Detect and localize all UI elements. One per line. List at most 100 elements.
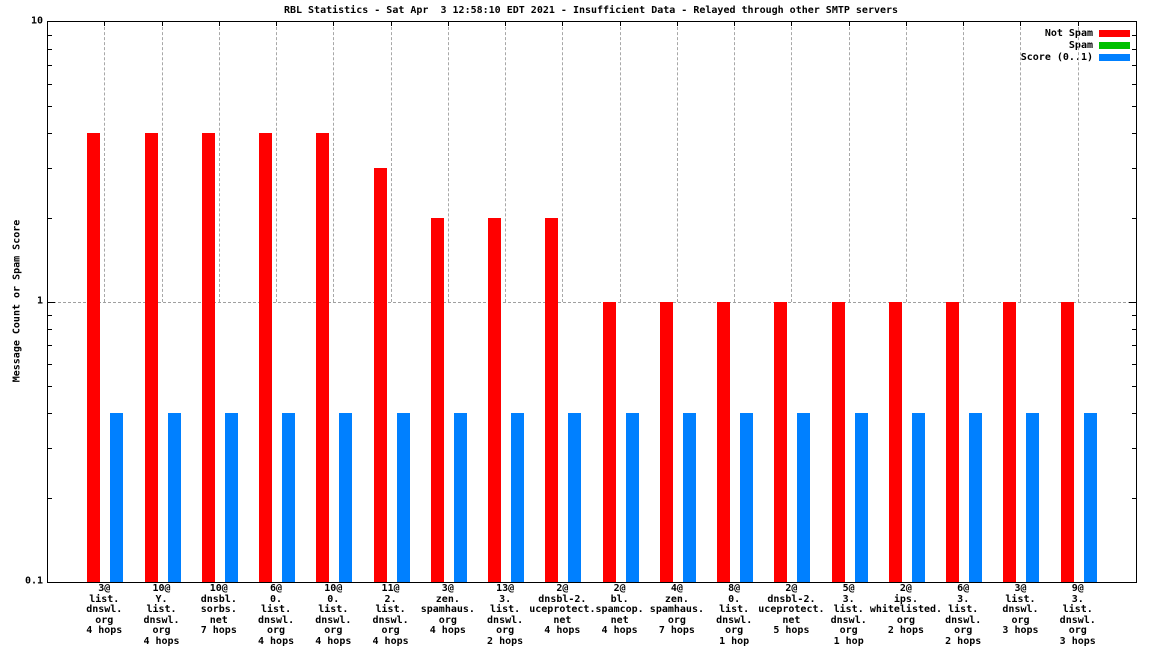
y-tick-label-0-1: 0.1 [24, 575, 43, 587]
bar-score-0-1 [224, 413, 238, 582]
legend-swatch-score [1099, 53, 1130, 61]
y-axis-tick [1132, 329, 1136, 331]
bar-not-spam [201, 133, 215, 582]
x-gridline [390, 22, 392, 302]
y-axis-tick [48, 314, 52, 316]
y-axis-tick [48, 65, 52, 67]
top-axis-tick [562, 22, 564, 26]
top-axis-tick [1020, 22, 1022, 26]
x-category-label: 3@ list. dnswl. org 4 hops [86, 583, 123, 636]
x-gridline [447, 22, 449, 302]
y-axis-tick [48, 413, 52, 415]
bar-score-0-1 [854, 413, 868, 582]
y-axis-tick [48, 448, 52, 450]
bar-not-spam [87, 133, 101, 582]
x-category-label: 2@ bl. spamcop. net 4 hops [595, 583, 644, 636]
bar-not-spam [888, 302, 902, 582]
legend-item-not-spam: Not Spam [1021, 27, 1130, 39]
bar-not-spam [488, 217, 502, 582]
y-axis-tick [48, 345, 52, 347]
y-axis-tick [48, 133, 52, 135]
y-axis-tick [48, 84, 52, 86]
y-axis-tick [48, 49, 52, 51]
x-gridline [905, 22, 907, 302]
y-axis-tick [48, 364, 52, 366]
legend-label-spam: Spam [1068, 39, 1093, 51]
bar-score-0-1 [396, 413, 410, 582]
bar-not-spam [774, 302, 788, 582]
x-gridline [218, 22, 220, 302]
top-axis-tick [333, 22, 335, 26]
x-gridline [734, 22, 736, 302]
x-category-label: 10@ Y. list. dnswl. org 4 hops [143, 583, 180, 647]
y-tick-label-10: 10 [30, 15, 43, 27]
top-axis-tick [676, 22, 678, 26]
bar-score-0-1 [740, 413, 754, 582]
x-category-label: 3@ zen. spamhaus. org 4 hops [420, 583, 475, 636]
legend-item-spam: Spam [1021, 39, 1130, 51]
x-gridline [791, 22, 793, 302]
y-axis-tick [1132, 345, 1136, 347]
y1-gridline [48, 302, 1136, 303]
y-axis-tick [1132, 34, 1136, 36]
top-axis-tick [905, 22, 907, 26]
y-axis-tick [48, 168, 52, 170]
bar-not-spam [602, 302, 616, 582]
y-axis-tick [1132, 314, 1136, 316]
top-axis-tick [619, 22, 621, 26]
bar-score-0-1 [1083, 413, 1097, 582]
top-axis-tick [447, 22, 449, 26]
bar-not-spam [946, 302, 960, 582]
y-axis-tick [1132, 65, 1136, 67]
x-gridline [562, 22, 564, 302]
bar-not-spam [1003, 302, 1017, 582]
legend-label-not-spam: Not Spam [1044, 27, 1093, 39]
x-category-label: 9@ 3. list. dnswl. org 3 hops [1059, 583, 1096, 647]
y-axis-tick [48, 106, 52, 108]
top-axis-tick [104, 22, 106, 26]
x-gridline [505, 22, 507, 302]
y-axis-tick [48, 329, 52, 331]
bar-not-spam [144, 133, 158, 582]
y-axis-tick [48, 217, 52, 219]
bar-not-spam [545, 217, 559, 582]
x-category-label: 10@ 0. list. dnswl. org 4 hops [315, 583, 352, 647]
chart-title: RBL Statistics - Sat Apr 3 12:58:10 EDT … [283, 5, 899, 16]
x-gridline [963, 22, 965, 302]
x-category-label: 5@ 3. list. dnswl. org 1 hop [830, 583, 867, 647]
y-axis-tick [1132, 106, 1136, 108]
y-axis-tick [48, 386, 52, 388]
bar-score-0-1 [167, 413, 181, 582]
x-category-label: 4@ zen. spamhaus. org 7 hops [649, 583, 704, 636]
y-axis-tick [1132, 168, 1136, 170]
x-gridline [104, 22, 106, 302]
bar-score-0-1 [568, 413, 582, 582]
x-gridline [619, 22, 621, 302]
bar-not-spam [259, 133, 273, 582]
x-category-label: 11@ 2. list. dnswl. org 4 hops [372, 583, 409, 647]
y-axis-tick [1132, 497, 1136, 499]
legend: Not Spam Spam Score (0..1) [1021, 27, 1130, 63]
top-axis-tick [791, 22, 793, 26]
x-category-label: 6@ 0. list. dnswl. org 4 hops [257, 583, 295, 647]
x-gridline [276, 22, 278, 302]
y-axis-tick [1132, 413, 1136, 415]
bar-not-spam [373, 168, 387, 582]
top-axis-tick [1077, 22, 1079, 26]
bar-not-spam [717, 302, 731, 582]
bar-score-0-1 [110, 413, 124, 582]
x-gridline [1077, 22, 1079, 302]
bar-not-spam [1060, 302, 1074, 582]
top-axis-tick [505, 22, 507, 26]
x-gridline [333, 22, 335, 302]
x-gridline [676, 22, 678, 302]
bar-score-0-1 [1026, 413, 1040, 582]
top-axis-tick [161, 22, 163, 26]
y-axis-tick [1132, 133, 1136, 135]
legend-swatch-spam [1099, 41, 1130, 49]
bar-score-0-1 [339, 413, 353, 582]
top-axis-tick [963, 22, 965, 26]
y-axis-tick [1132, 49, 1136, 51]
plot-area: Not Spam Spam Score (0..1) [47, 21, 1137, 583]
